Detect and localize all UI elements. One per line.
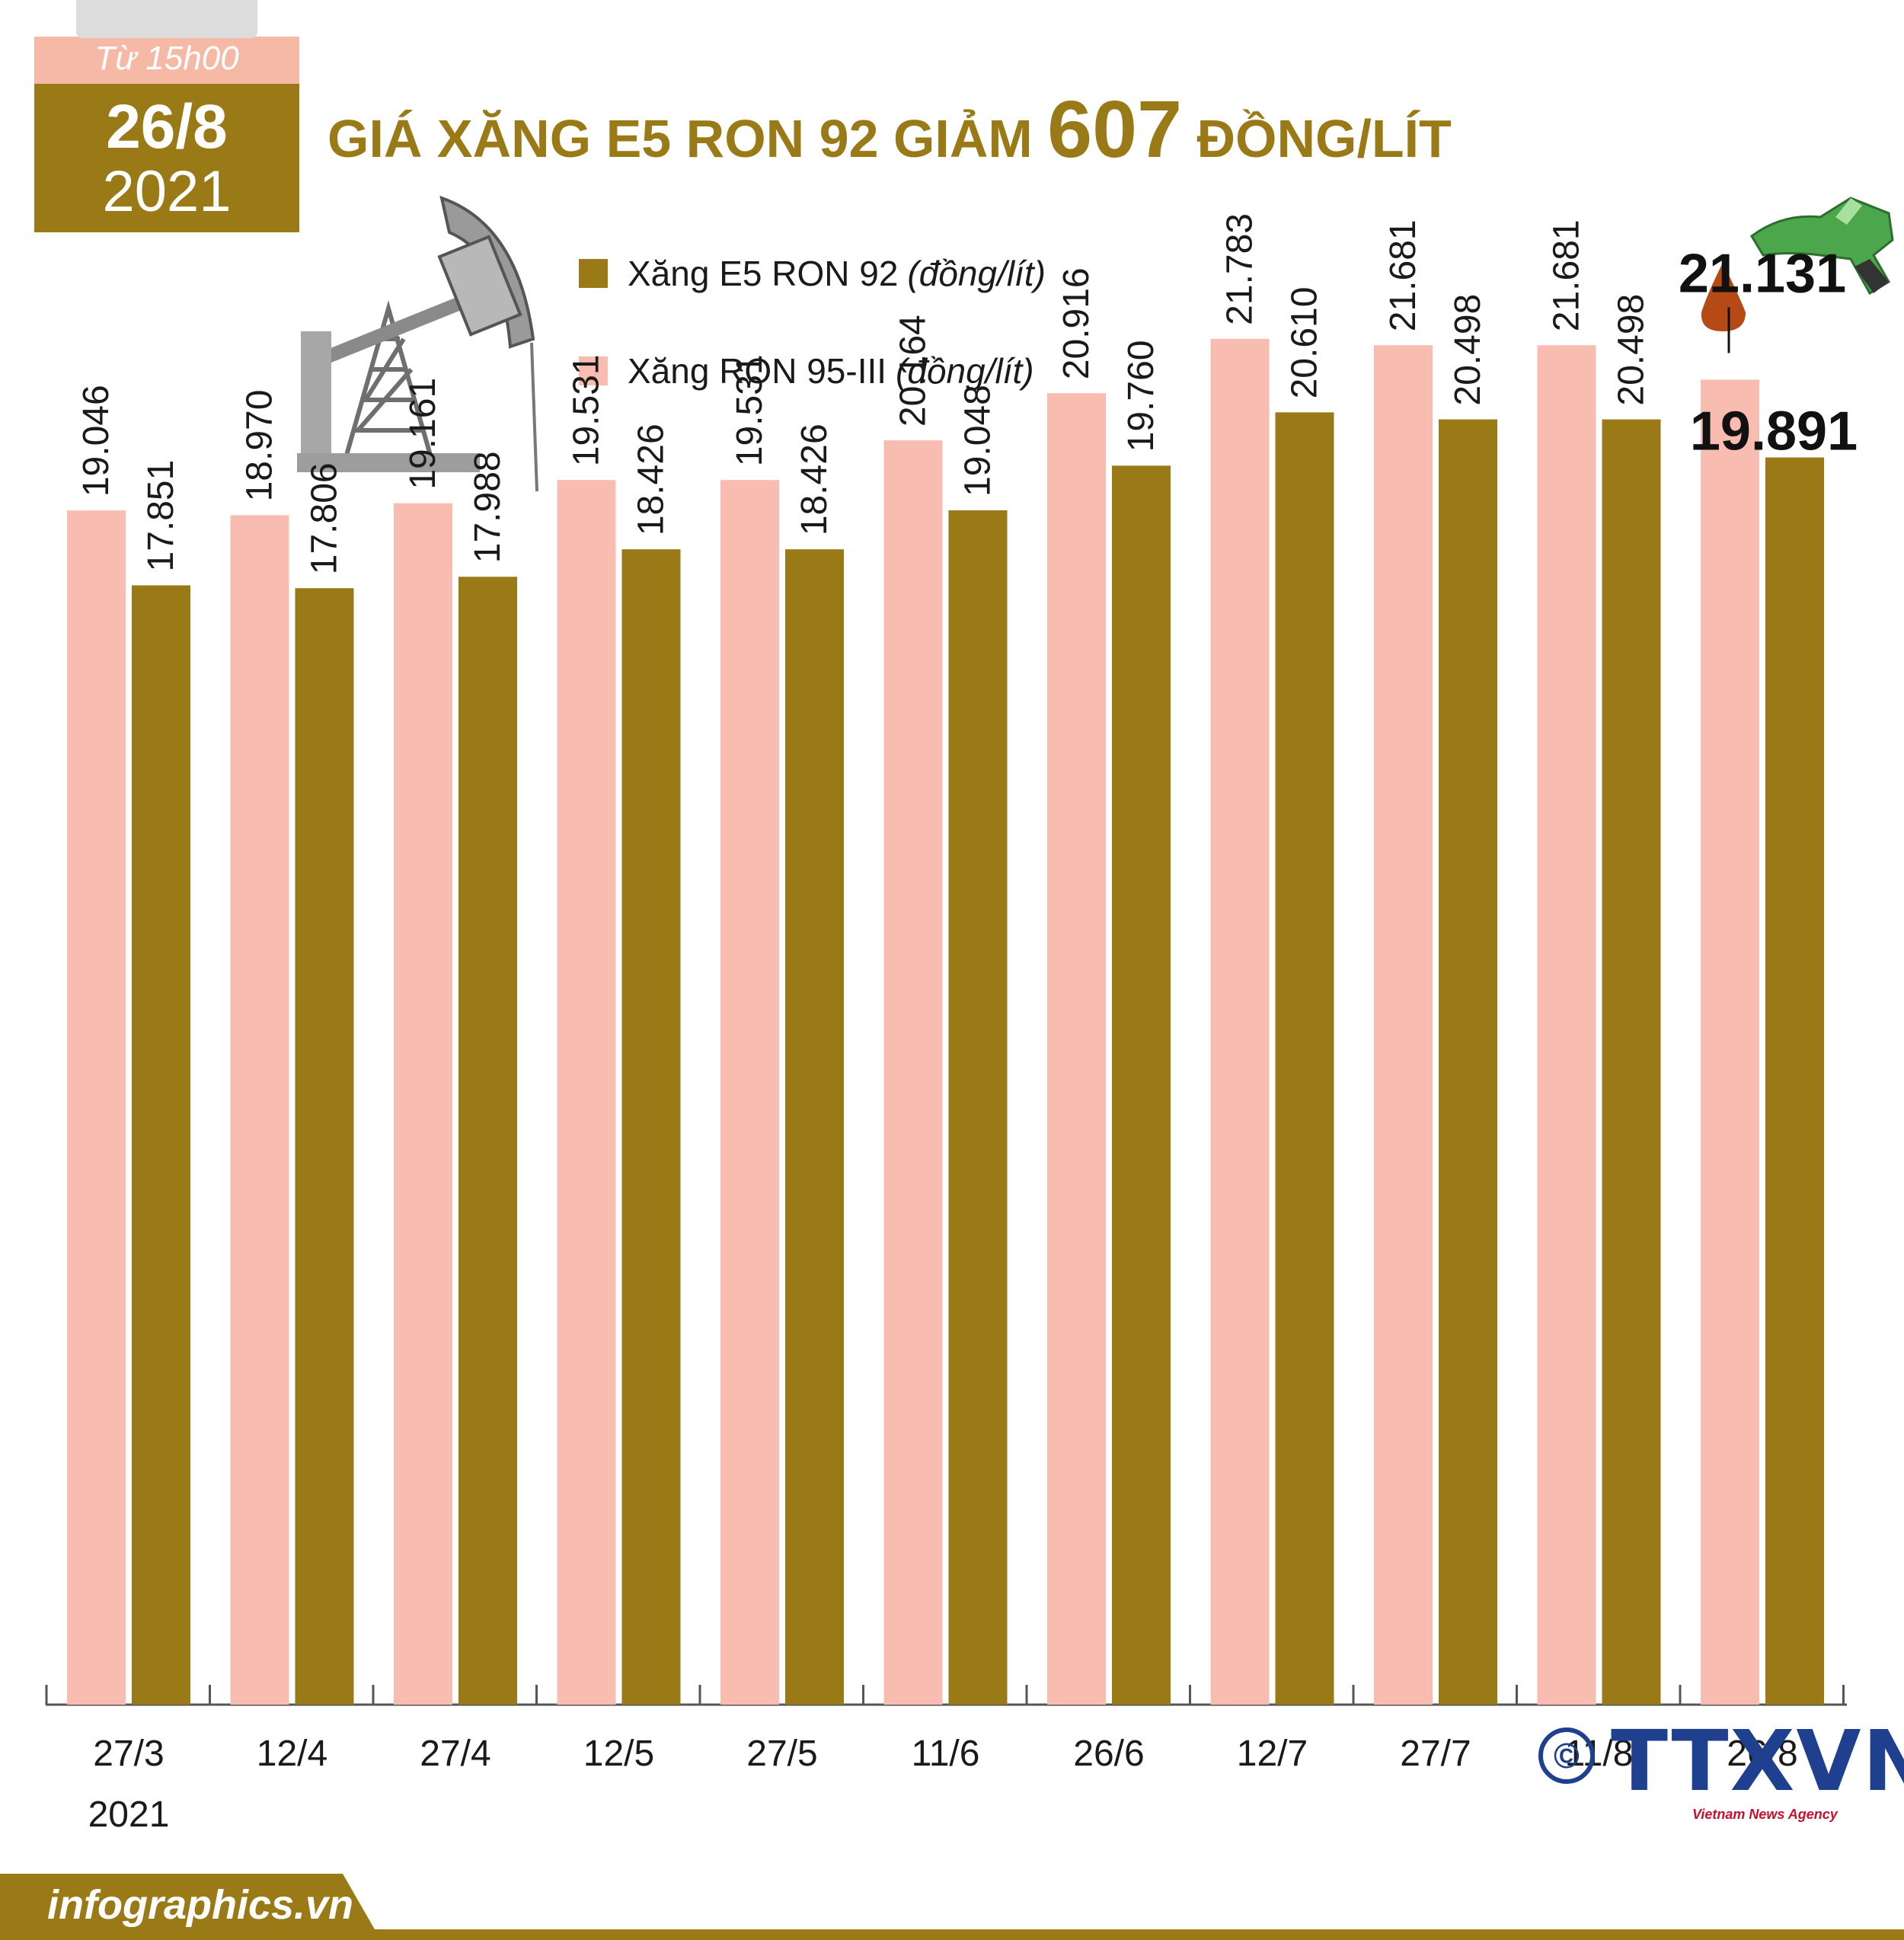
- bar-value-label: 21.783: [1220, 213, 1260, 325]
- agency-subtitle: Vietnam News Agency: [1692, 1807, 1838, 1822]
- bar-value-label: 19.161: [403, 378, 443, 490]
- badge-from-time: Từ 15h00: [94, 40, 239, 77]
- bar-ron95: [1374, 345, 1433, 1705]
- bar-ron95: [1537, 345, 1596, 1705]
- highlight-value-ron95: 21.131: [1679, 243, 1846, 304]
- title-part2: ĐỒNG/LÍT: [1182, 109, 1452, 168]
- oil-pump-icon: [297, 195, 538, 492]
- bar-e5: [948, 510, 1008, 1705]
- agency-logo: TTXVN: [1611, 1712, 1904, 1810]
- bar-e5: [1602, 419, 1661, 1705]
- category-label: 12/7: [1237, 1734, 1308, 1774]
- bar-e5: [458, 577, 517, 1705]
- bar-value-label: 18.426: [631, 423, 672, 535]
- legend-item-e5: Xăng E5 RON 92 (đồng/lít): [579, 253, 1046, 294]
- fuel-nozzle-icon: [1701, 197, 1894, 331]
- bar-ron95: [1701, 379, 1759, 1705]
- bar-ron95: [557, 480, 616, 1705]
- category-label: 12/5: [583, 1734, 654, 1774]
- badge-date: 26/8: [106, 92, 228, 161]
- bar-value-label: 21.681: [1547, 219, 1587, 331]
- bar-value-label: 17.851: [141, 460, 181, 572]
- category-label: 11/6: [912, 1734, 980, 1774]
- bar-value-label: 19.760: [1121, 340, 1161, 452]
- highlight-value-e5: 19.891: [1690, 401, 1858, 462]
- bar-value-label: 19.531: [567, 354, 607, 466]
- bar-e5: [295, 588, 354, 1705]
- legend-item-ron95: Xăng RON 95-III (đồng/lít): [579, 350, 1034, 392]
- bar-value-label: 19.048: [958, 385, 998, 497]
- date-badge: Từ 15h00 26/8 2021: [34, 0, 299, 232]
- badge-year: 2021: [102, 159, 232, 224]
- category-label: 26/8: [1727, 1734, 1797, 1774]
- legend-label-ron95: Xăng RON 95-III: [628, 351, 887, 391]
- bar-value-label: 20.498: [1612, 294, 1652, 406]
- bar-ron95: [720, 480, 779, 1705]
- bar-e5: [1439, 419, 1497, 1705]
- bar-ron95: [67, 510, 126, 1705]
- bar-value-label: 17.988: [468, 451, 508, 563]
- bar-ron95: [883, 440, 943, 1705]
- bar-e5: [1112, 465, 1171, 1705]
- legend-swatch-e5: [579, 259, 608, 288]
- bar-e5: [1275, 412, 1334, 1705]
- title-part1: GIÁ XĂNG E5 RON 92 GIẢM: [327, 109, 1048, 168]
- bar-ron95: [1210, 338, 1270, 1705]
- bar-ron95: [230, 515, 289, 1705]
- bar-value-label: 21.681: [1383, 219, 1423, 331]
- category-label: 27/3: [93, 1734, 164, 1774]
- bar-value-label: 17.806: [305, 462, 345, 574]
- bar-e5: [621, 549, 681, 1705]
- bar-e5: [132, 585, 190, 1705]
- bar-e5: [785, 549, 844, 1705]
- badge-tab: [76, 0, 257, 38]
- bar-value-label: 18.426: [794, 423, 835, 535]
- bar-value-label: 18.970: [240, 390, 280, 502]
- bar-e5: [1765, 457, 1824, 1705]
- title-amount: 607: [1047, 85, 1183, 174]
- footer-bar: [0, 1874, 1904, 1940]
- category-label: 12/4: [257, 1734, 327, 1774]
- legend-unit-ron95: (đồng/lít): [896, 351, 1034, 391]
- bar-value-label: 20.498: [1448, 294, 1488, 406]
- category-label: 27/5: [746, 1734, 817, 1774]
- bar-ron95: [394, 503, 452, 1705]
- bar-value-label: 20.610: [1285, 287, 1325, 399]
- bar-value-label: 19.531: [730, 354, 770, 466]
- bar-value-label: 20.164: [893, 315, 934, 427]
- bar-value-label: 20.916: [1056, 267, 1097, 379]
- badge-top-band: [34, 37, 299, 84]
- category-sublabel: 2021: [88, 1795, 170, 1835]
- badge-bottom-band: [34, 84, 299, 232]
- legend-swatch-ron95: [579, 356, 608, 385]
- bar-value-label: 19.046: [76, 385, 117, 497]
- copyright-icon: ©: [1538, 1727, 1595, 1784]
- site-name: infographics.vn: [47, 1882, 354, 1928]
- page-title: GIÁ XĂNG E5 RON 92 GIẢM 607 ĐỒNG/LÍT: [327, 84, 1452, 176]
- category-label: 26/6: [1073, 1734, 1144, 1774]
- legend-unit-e5: (đồng/lít): [907, 254, 1046, 293]
- legend-label-e5: Xăng E5 RON 92: [628, 254, 899, 293]
- category-label: 27/7: [1400, 1734, 1471, 1774]
- bar-ron95: [1047, 393, 1106, 1705]
- category-label: 27/4: [420, 1734, 490, 1774]
